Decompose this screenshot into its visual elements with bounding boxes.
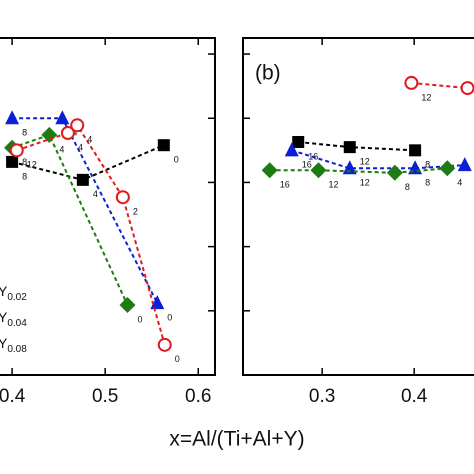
marker <box>119 297 136 314</box>
marker <box>409 144 422 157</box>
point-label: 8 <box>425 178 430 188</box>
marker <box>386 164 403 181</box>
x-tick-label: 0.4 <box>401 386 428 407</box>
marker <box>6 155 19 168</box>
legend-label: Y0.04 <box>0 309 27 329</box>
marker <box>343 141 356 154</box>
x-tick-label: 0.4 <box>0 386 26 407</box>
point-label: 12 <box>421 92 431 102</box>
point-label: 4 <box>78 142 83 152</box>
x-tick-label: 0.6 <box>185 386 211 407</box>
marker <box>9 143 24 158</box>
point-label: 0 <box>138 314 143 324</box>
marker <box>70 118 85 133</box>
plot-frame <box>0 37 216 376</box>
marker <box>55 110 70 125</box>
point-label: 8 <box>425 160 430 170</box>
marker <box>157 139 170 152</box>
x-tick-label: 0.3 <box>309 386 335 407</box>
marker <box>460 81 474 96</box>
marker <box>404 75 419 90</box>
point-label: 8 <box>22 128 27 138</box>
marker <box>5 110 20 125</box>
legend-label: Y0.02 <box>0 283 27 303</box>
point-label: 16 <box>302 160 312 170</box>
point-label: 0 <box>175 354 180 364</box>
point-label: 0 <box>167 312 172 322</box>
marker <box>292 135 305 148</box>
point-label: 4 <box>457 178 462 188</box>
marker <box>439 160 456 177</box>
point-label: 8 <box>405 182 410 192</box>
point-label: 0 <box>174 155 179 165</box>
series-line <box>298 140 416 152</box>
point-label: 8 <box>22 171 27 181</box>
point-label: 16 <box>280 180 290 190</box>
series-line <box>11 133 129 306</box>
series-line <box>411 81 468 90</box>
point-label: 8 <box>22 157 27 167</box>
point-label: 12 <box>328 180 338 190</box>
x-tick-label: 0.5 <box>92 386 118 407</box>
legend-label: Y0.08 <box>0 335 27 355</box>
marker <box>150 295 165 310</box>
marker <box>157 337 172 352</box>
series-line <box>291 149 465 170</box>
marker <box>60 126 75 141</box>
point-label: 2 <box>133 207 138 217</box>
x-axis-label: x=Al/(Ti+Al+Y) <box>169 428 304 451</box>
marker <box>310 162 327 179</box>
point-label: 12 <box>360 156 370 166</box>
point-label: 12 <box>360 178 370 188</box>
point-label: 4 <box>59 144 64 154</box>
marker <box>342 160 357 175</box>
marker <box>457 157 472 172</box>
series-line <box>16 123 166 346</box>
marker <box>284 142 299 157</box>
point-label: 4 <box>93 189 98 199</box>
plot-frame <box>242 37 474 376</box>
marker <box>76 173 89 186</box>
marker <box>115 190 130 205</box>
series-line <box>269 167 448 174</box>
point-label: 4 <box>87 135 92 145</box>
point-label: 12 <box>27 160 37 170</box>
marker <box>261 162 278 179</box>
panel-label: (b) <box>255 62 281 85</box>
